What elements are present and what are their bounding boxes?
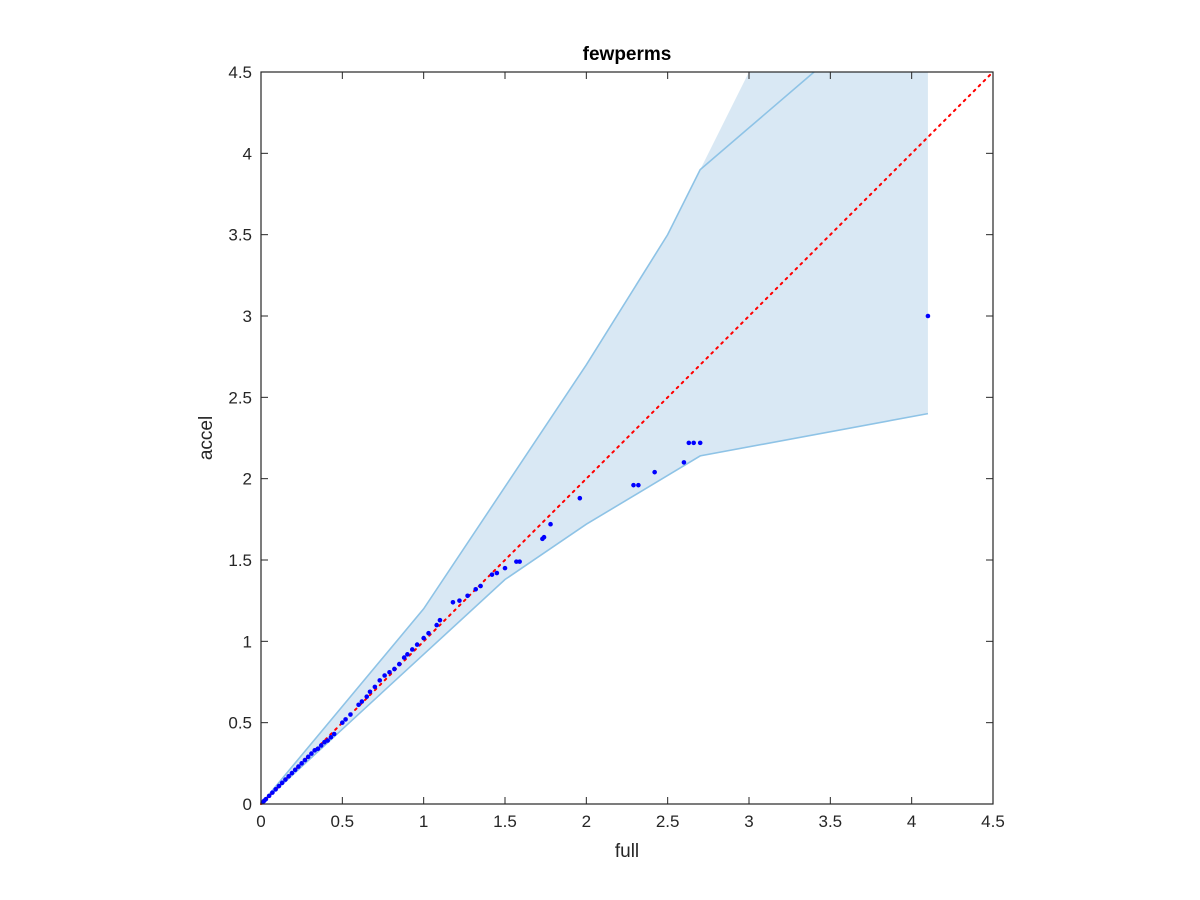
data-points-layer: [260, 313, 931, 805]
x-tick-label: 4.5: [981, 812, 1005, 831]
data-point: [478, 583, 483, 589]
data-point: [328, 735, 334, 740]
y-tick-label: 2: [243, 470, 252, 489]
data-point: [405, 652, 410, 657]
reference-line-layer: [260, 71, 994, 805]
data-point: [577, 495, 583, 501]
y-tick-label: 0.5: [228, 714, 252, 733]
x-tick-label: 0: [256, 812, 265, 831]
data-point: [541, 534, 547, 540]
y-tick-label: 3: [243, 307, 252, 326]
data-point: [631, 482, 636, 488]
data-point: [296, 764, 301, 769]
data-point: [377, 678, 383, 683]
data-point: [434, 622, 439, 628]
data-point: [489, 572, 495, 577]
data-point: [309, 751, 314, 756]
data-point: [325, 738, 330, 743]
data-point: [372, 684, 378, 690]
data-point: [286, 774, 291, 779]
data-point: [343, 717, 348, 722]
y-axis-label: accel: [196, 416, 217, 460]
data-point: [437, 617, 443, 623]
data-point: [348, 712, 353, 717]
data-point: [359, 699, 365, 704]
data-point: [473, 586, 479, 592]
y-tick-label: 4.5: [228, 63, 252, 82]
data-point: [681, 460, 687, 465]
data-point: [318, 743, 324, 748]
data-point: [502, 565, 508, 571]
data-point: [387, 669, 392, 675]
y-tick-label: 3.5: [228, 226, 252, 245]
data-point: [691, 440, 696, 446]
x-tick-label: 0.5: [331, 812, 355, 831]
data-point: [340, 720, 345, 725]
chart-title: fewperms: [583, 44, 672, 65]
data-point: [289, 770, 295, 776]
reference-line: [260, 71, 994, 805]
data-point: [279, 780, 285, 786]
data-point: [636, 482, 641, 488]
confidence-band-fill: [261, 72, 928, 804]
x-tick-label: 1: [419, 812, 428, 831]
x-tick-label: 4: [907, 812, 916, 831]
data-point: [465, 593, 470, 599]
data-point: [364, 694, 370, 699]
data-point: [382, 673, 387, 678]
data-point: [925, 313, 931, 319]
confidence-band-lower-edge: [260, 412, 929, 805]
y-tick-label: 2.5: [228, 388, 252, 407]
data-point: [302, 757, 308, 763]
data-point: [356, 702, 361, 708]
data-point: [331, 731, 337, 737]
data-point: [292, 767, 298, 773]
x-tick-label: 2.5: [656, 812, 680, 831]
y-tick-label: 1: [243, 632, 252, 651]
confidence-band-layer: [260, 71, 929, 805]
data-point: [283, 777, 288, 782]
x-tick-label: 3: [744, 812, 753, 831]
data-point: [652, 469, 657, 475]
data-point: [548, 521, 553, 527]
y-tick-label: 0: [243, 795, 252, 814]
x-tick-label: 3.5: [819, 812, 843, 831]
data-point: [686, 440, 692, 446]
data-point: [270, 790, 275, 795]
data-point: [263, 796, 269, 802]
data-point: [396, 661, 402, 667]
data-point: [367, 689, 373, 695]
data-point: [401, 655, 407, 660]
data-point: [276, 783, 282, 789]
data-point: [305, 754, 311, 760]
y-tick-label: 1.5: [228, 551, 252, 570]
data-point: [299, 761, 304, 766]
data-point: [426, 630, 431, 636]
data-point: [517, 559, 522, 564]
data-point: [273, 787, 278, 792]
x-axis-label: full: [615, 841, 639, 862]
confidence-band-upper-edge: [260, 71, 815, 805]
x-tick-label: 1.5: [493, 812, 517, 831]
x-tick-label: 2: [582, 812, 591, 831]
data-point: [392, 666, 397, 672]
data-point: [421, 635, 426, 641]
data-point: [414, 642, 420, 647]
data-point: [697, 440, 703, 446]
data-point: [494, 570, 500, 576]
data-point: [514, 559, 519, 564]
data-point: [266, 793, 272, 799]
data-point: [450, 599, 456, 605]
data-point: [315, 746, 321, 751]
data-point: [409, 647, 415, 652]
y-tick-label: 4: [243, 144, 252, 163]
plot-box: [260, 71, 994, 805]
axes-layer: 0 0.5 1 1.5 2 2.5 3 3.5 4 4.5 0 0.5 1 1.5 2 2.5 3 3.5 4 4.5: [228, 63, 1004, 831]
data-point: [457, 598, 462, 603]
